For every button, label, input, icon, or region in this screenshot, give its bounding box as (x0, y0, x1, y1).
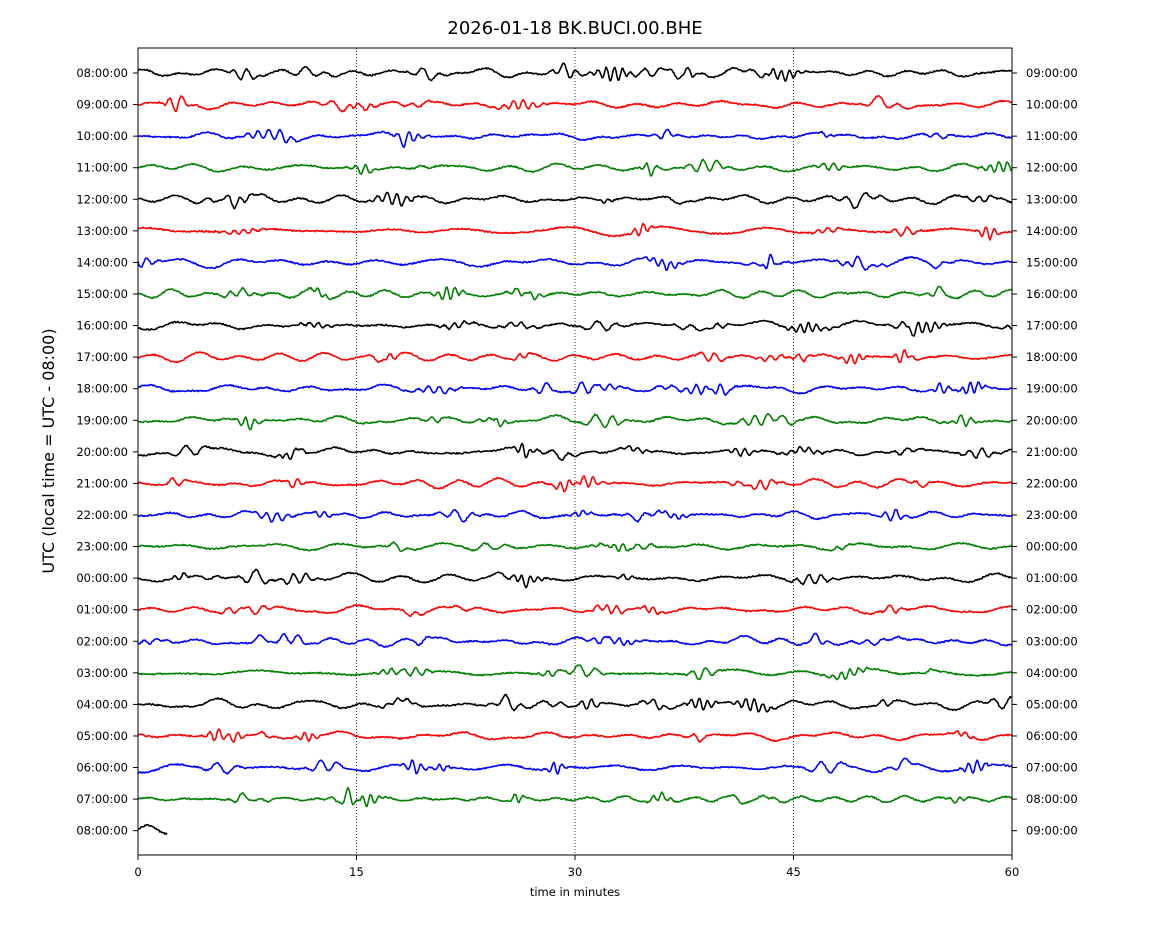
trace-row-7 (137, 285, 1013, 301)
trace-row-3 (137, 158, 1013, 177)
utc-hour-label: 06:00:00 (76, 761, 128, 775)
trace-row-10 (137, 381, 1013, 396)
local-hour-label: 00:00:00 (1026, 540, 1078, 554)
trace-row-1 (137, 95, 1013, 113)
x-axis-label: time in minutes (530, 885, 620, 899)
trace-row-20 (137, 693, 1013, 713)
utc-hour-label: 07:00:00 (76, 792, 128, 806)
local-hour-label: 03:00:00 (1026, 634, 1078, 648)
utc-hour-label: 23:00:00 (76, 540, 128, 554)
vertical-gridlines (356, 48, 794, 855)
trace-row-0 (137, 62, 1013, 82)
utc-hour-label: 02:00:00 (76, 634, 128, 648)
utc-hour-label: 08:00:00 (76, 66, 128, 80)
plot-frame (137, 47, 1013, 856)
trace-row-17 (137, 604, 1013, 618)
local-hour-label: 09:00:00 (1026, 824, 1078, 838)
trace-row-22 (137, 757, 1013, 775)
trace-row-12 (137, 442, 1013, 462)
local-hour-label: 19:00:00 (1026, 382, 1078, 396)
local-hour-label: 22:00:00 (1026, 476, 1078, 490)
trace-row-14 (137, 508, 1013, 523)
utc-hour-label: 05:00:00 (76, 729, 128, 743)
utc-hour-label: 08:00:00 (76, 824, 128, 838)
local-hour-label: 15:00:00 (1026, 255, 1078, 269)
trace-row-4 (137, 191, 1013, 210)
local-hour-label: 02:00:00 (1026, 603, 1078, 617)
x-tick-label: 0 (134, 865, 141, 879)
seismic-traces (137, 62, 1013, 835)
local-hour-label: 17:00:00 (1026, 319, 1078, 333)
x-tick-label: 30 (568, 865, 583, 879)
local-hour-label: 07:00:00 (1026, 761, 1078, 775)
utc-hour-label: 01:00:00 (76, 603, 128, 617)
trace-row-8 (137, 319, 1013, 337)
trace-row-2 (137, 128, 1013, 148)
utc-hour-label: 15:00:00 (76, 287, 128, 301)
local-hour-label: 18:00:00 (1026, 350, 1078, 364)
utc-hour-label: 12:00:00 (76, 192, 128, 206)
utc-hour-label: 14:00:00 (76, 255, 128, 269)
utc-hour-label: 17:00:00 (76, 350, 128, 364)
local-hour-label: 12:00:00 (1026, 161, 1078, 175)
utc-hour-label: 18:00:00 (76, 382, 128, 396)
utc-hour-label: 04:00:00 (76, 697, 128, 711)
utc-hour-label: 19:00:00 (76, 413, 128, 427)
trace-row-13 (137, 475, 1013, 493)
local-hour-label: 13:00:00 (1026, 192, 1078, 206)
local-hour-label: 23:00:00 (1026, 508, 1078, 522)
local-hour-label: 21:00:00 (1026, 445, 1078, 459)
local-hour-label: 20:00:00 (1026, 413, 1078, 427)
utc-hour-label: 09:00:00 (76, 98, 128, 112)
trace-row-6 (137, 253, 1013, 272)
utc-hour-label: 03:00:00 (76, 666, 128, 680)
trace-row-21 (137, 728, 1013, 743)
trace-row-15 (137, 541, 1013, 553)
utc-hour-label: 16:00:00 (76, 319, 128, 333)
local-hour-label: 16:00:00 (1026, 287, 1078, 301)
utc-hour-label: 11:00:00 (76, 161, 128, 175)
utc-hour-label: 22:00:00 (76, 508, 128, 522)
trace-row-9 (137, 349, 1013, 365)
x-tick-label: 60 (1005, 865, 1020, 879)
trace-row-11 (137, 412, 1013, 431)
local-hour-label: 05:00:00 (1026, 697, 1078, 711)
trace-row-23 (137, 786, 1013, 808)
local-hour-label: 09:00:00 (1026, 66, 1078, 80)
trace-row-19 (137, 664, 1013, 681)
x-tick-label: 45 (786, 865, 801, 879)
local-hour-label: 04:00:00 (1026, 666, 1078, 680)
utc-hour-label: 00:00:00 (76, 571, 128, 585)
utc-hour-label: 21:00:00 (76, 476, 128, 490)
trace-row-24 (137, 823, 168, 835)
local-hour-label: 08:00:00 (1026, 792, 1078, 806)
chart-title: 2026-01-18 BK.BUCI.00.BHE (447, 18, 702, 39)
local-hour-label: 06:00:00 (1026, 729, 1078, 743)
local-hour-label: 14:00:00 (1026, 224, 1078, 238)
utc-hour-label: 13:00:00 (76, 224, 128, 238)
utc-hour-labels: 08:00:00 09:00:00 10:00:00 11:00:00 12:00:00… (76, 66, 138, 838)
local-hour-label: 01:00:00 (1026, 571, 1078, 585)
y-axis-label: UTC (local time = UTC - 08:00) (39, 328, 58, 573)
trace-row-5 (137, 222, 1013, 241)
trace-row-16 (137, 568, 1013, 589)
x-tick-label: 15 (349, 865, 364, 879)
local-hour-labels: 09:00:00 10:00:00 11:00:00 12:00:00 13:00:00… (1012, 66, 1078, 838)
x-axis-ticks: 0 15 30 45 60 (134, 855, 1019, 879)
local-hour-label: 11:00:00 (1026, 129, 1078, 143)
local-hour-label: 10:00:00 (1026, 98, 1078, 112)
utc-hour-label: 20:00:00 (76, 445, 128, 459)
utc-hour-label: 10:00:00 (76, 129, 128, 143)
trace-row-18 (137, 632, 1013, 648)
